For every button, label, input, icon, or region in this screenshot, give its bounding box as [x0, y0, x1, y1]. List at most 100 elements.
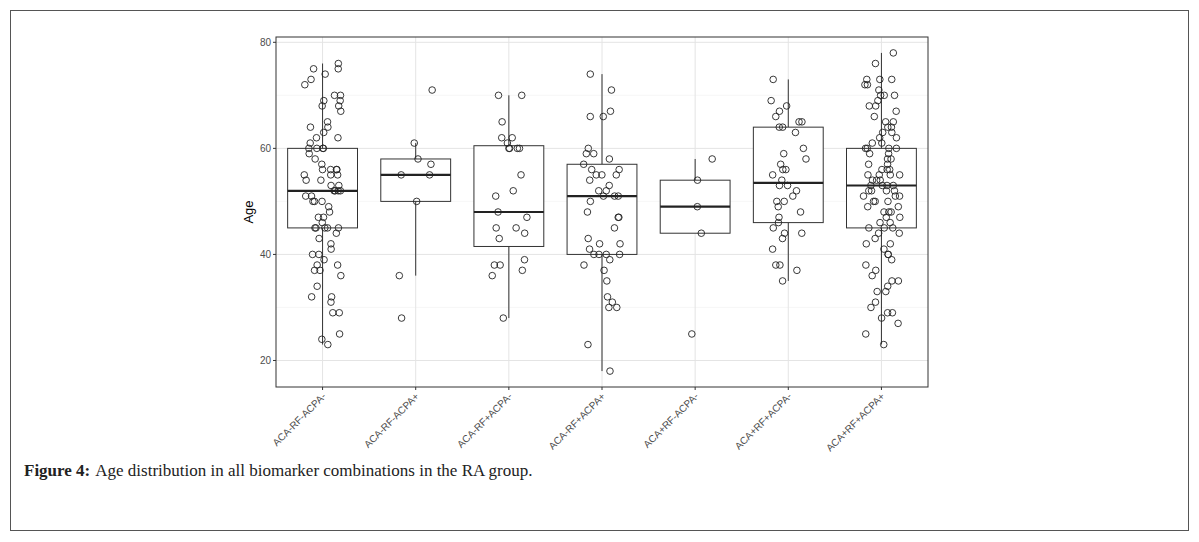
point: [583, 150, 590, 157]
point: [865, 161, 872, 168]
point: [319, 103, 326, 110]
y-axis-label: Age: [241, 200, 256, 223]
point: [883, 187, 890, 194]
point: [596, 241, 603, 248]
point: [878, 315, 885, 322]
x-tick-label: ACA+RF+ACPA-: [733, 391, 794, 452]
point: [883, 288, 890, 295]
point: [587, 113, 594, 120]
point: [335, 66, 342, 73]
point: [601, 267, 608, 274]
point: [783, 166, 790, 173]
whisker-lower: [508, 246, 509, 318]
point: [606, 304, 613, 311]
point: [585, 235, 592, 242]
median: [660, 206, 730, 208]
point: [800, 145, 807, 152]
point: [863, 262, 870, 269]
point: [398, 172, 405, 179]
x-tick: [695, 387, 696, 390]
point: [772, 113, 779, 120]
median: [567, 195, 637, 197]
point: [783, 103, 790, 110]
point: [303, 177, 310, 184]
x-tick-label: ACA-RF+ACPA-: [455, 391, 514, 450]
point: [314, 283, 321, 290]
y-tick: [273, 360, 276, 361]
point: [606, 156, 613, 163]
point: [519, 267, 526, 274]
point: [799, 119, 806, 126]
point: [887, 241, 894, 248]
point: [611, 193, 618, 200]
x-tick: [602, 387, 603, 390]
point: [314, 145, 321, 152]
box: [288, 148, 358, 228]
point: [792, 129, 799, 136]
point: [694, 203, 701, 210]
point: [868, 304, 875, 311]
point: [887, 172, 894, 179]
median: [474, 211, 544, 213]
point: [320, 129, 327, 136]
point: [891, 92, 898, 99]
point: [337, 108, 344, 115]
box: [567, 164, 637, 254]
point: [881, 92, 888, 99]
point: [310, 66, 317, 73]
point: [689, 331, 696, 338]
point: [499, 119, 506, 126]
box: [474, 146, 544, 247]
point: [312, 225, 319, 232]
x-tick: [788, 387, 789, 390]
point: [580, 161, 587, 168]
box: [660, 180, 730, 233]
point: [870, 198, 877, 205]
plot-background: [276, 37, 928, 387]
point: [495, 209, 502, 216]
point: [317, 267, 324, 274]
point: [776, 182, 783, 189]
point: [492, 193, 499, 200]
point: [509, 134, 516, 141]
point: [585, 341, 592, 348]
point: [790, 193, 797, 200]
median: [847, 184, 917, 186]
point: [322, 71, 329, 78]
point: [426, 172, 433, 179]
point: [308, 76, 315, 83]
point: [781, 198, 788, 205]
point: [521, 256, 528, 263]
point: [776, 124, 783, 131]
point: [320, 145, 327, 152]
point: [334, 262, 341, 269]
point: [604, 278, 611, 285]
point: [506, 145, 513, 152]
point: [309, 251, 316, 258]
point: [333, 230, 340, 237]
point: [513, 225, 520, 232]
point: [888, 209, 895, 216]
point: [316, 235, 323, 242]
point: [779, 235, 786, 242]
point: [893, 134, 900, 141]
figure-label: Figure 4:: [24, 461, 90, 480]
whisker-lower: [322, 228, 323, 345]
point: [321, 256, 328, 263]
point: [518, 92, 525, 99]
point: [889, 225, 896, 232]
point: [869, 272, 876, 279]
point: [770, 225, 777, 232]
x-tick: [322, 387, 323, 390]
point: [524, 214, 531, 221]
point: [328, 299, 335, 306]
y-tick-label: 80: [260, 37, 272, 48]
point: [881, 225, 888, 232]
point: [892, 193, 899, 200]
point: [307, 124, 314, 131]
y-tick: [273, 148, 276, 149]
point: [581, 262, 588, 269]
y-tick: [273, 254, 276, 255]
y-tick-label: 20: [260, 355, 272, 366]
point: [698, 230, 705, 237]
